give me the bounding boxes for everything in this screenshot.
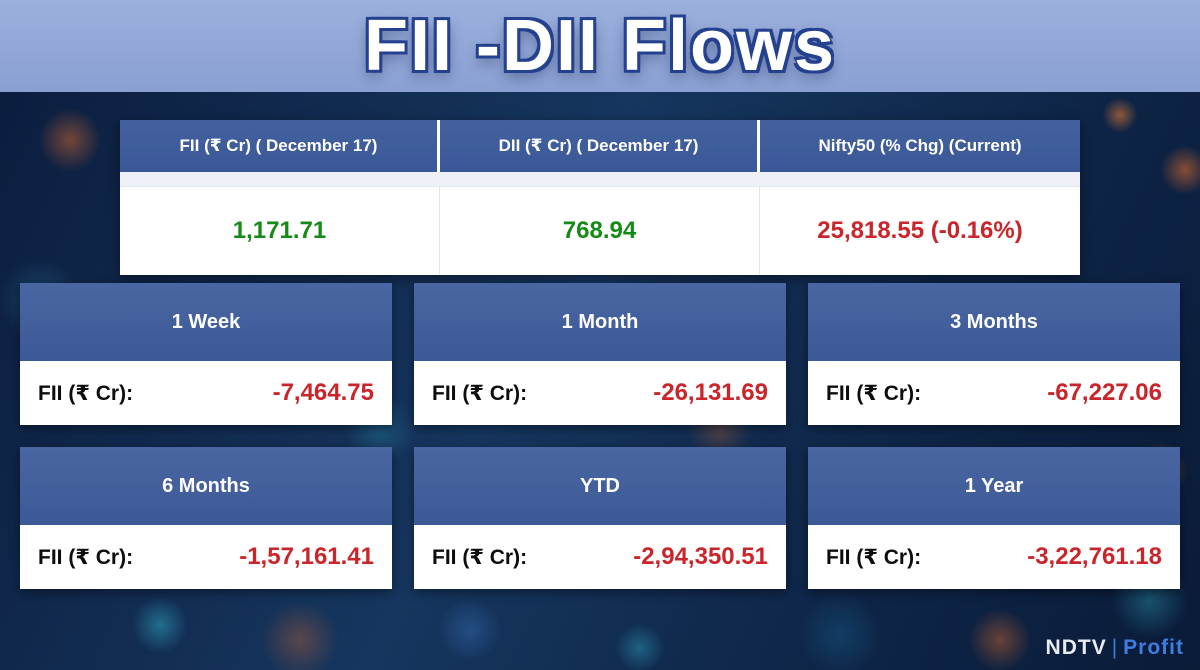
period-card-3-months: 3 Months FII (₹ Cr): -67,227.06 <box>808 283 1180 425</box>
period-cards-grid: 1 Week FII (₹ Cr): -7,464.75 1 Month FII… <box>20 283 1180 589</box>
fii-value: -1,57,161.41 <box>239 543 374 570</box>
summary-header-dii: DII (₹ Cr) ( December 17) <box>440 120 760 172</box>
period-card-header: YTD <box>414 447 786 525</box>
period-card-header: 3 Months <box>808 283 1180 361</box>
summary-spacer-row <box>120 172 1080 187</box>
fii-value: -2,94,350.51 <box>633 543 768 570</box>
period-card-body: FII (₹ Cr): -3,22,761.18 <box>808 525 1180 589</box>
summary-value-fii: 1,171.71 <box>120 187 440 275</box>
summary-header-fii: FII (₹ Cr) ( December 17) <box>120 120 440 172</box>
summary-value-dii: 768.94 <box>440 187 760 275</box>
page-title: FII -DII Flows <box>364 6 836 86</box>
fii-label: FII (₹ Cr): <box>432 381 528 405</box>
period-card-body: FII (₹ Cr): -67,227.06 <box>808 361 1180 425</box>
summary-value-row: 1,171.71 768.94 25,818.55 (-0.16%) <box>120 187 1080 275</box>
period-card-header: 6 Months <box>20 447 392 525</box>
fii-label: FII (₹ Cr): <box>432 545 528 569</box>
period-card-header: 1 Week <box>20 283 392 361</box>
fii-value: -3,22,761.18 <box>1027 543 1162 570</box>
summary-table: FII (₹ Cr) ( December 17) DII (₹ Cr) ( D… <box>120 120 1080 275</box>
fii-value: -26,131.69 <box>653 379 768 406</box>
title-banner: FII -DII Flows <box>0 0 1200 92</box>
period-card-header: 1 Month <box>414 283 786 361</box>
fii-label: FII (₹ Cr): <box>38 545 134 569</box>
profit-wordmark: Profit <box>1123 636 1184 659</box>
fii-label: FII (₹ Cr): <box>826 545 922 569</box>
fii-label: FII (₹ Cr): <box>826 381 922 405</box>
summary-header-nifty50: Nifty50 (% Chg) (Current) <box>760 120 1080 172</box>
period-card-body: FII (₹ Cr): -26,131.69 <box>414 361 786 425</box>
summary-header-row: FII (₹ Cr) ( December 17) DII (₹ Cr) ( D… <box>120 120 1080 172</box>
period-card-6-months: 6 Months FII (₹ Cr): -1,57,161.41 <box>20 447 392 589</box>
period-card-1-month: 1 Month FII (₹ Cr): -26,131.69 <box>414 283 786 425</box>
period-card-header: 1 Year <box>808 447 1180 525</box>
period-card-body: FII (₹ Cr): -7,464.75 <box>20 361 392 425</box>
period-card-1-year: 1 Year FII (₹ Cr): -3,22,761.18 <box>808 447 1180 589</box>
period-card-ytd: YTD FII (₹ Cr): -2,94,350.51 <box>414 447 786 589</box>
period-card-body: FII (₹ Cr): -1,57,161.41 <box>20 525 392 589</box>
ndtv-wordmark: NDTV <box>1045 636 1107 659</box>
fii-value: -7,464.75 <box>272 379 374 406</box>
ndtv-profit-logo: NDTV | Profit <box>1046 636 1184 660</box>
logo-separator: | <box>1111 636 1119 659</box>
summary-value-nifty50: 25,818.55 (-0.16%) <box>817 217 1023 244</box>
fii-label: FII (₹ Cr): <box>38 381 134 405</box>
period-card-body: FII (₹ Cr): -2,94,350.51 <box>414 525 786 589</box>
fii-value: -67,227.06 <box>1047 379 1162 406</box>
period-card-1-week: 1 Week FII (₹ Cr): -7,464.75 <box>20 283 392 425</box>
